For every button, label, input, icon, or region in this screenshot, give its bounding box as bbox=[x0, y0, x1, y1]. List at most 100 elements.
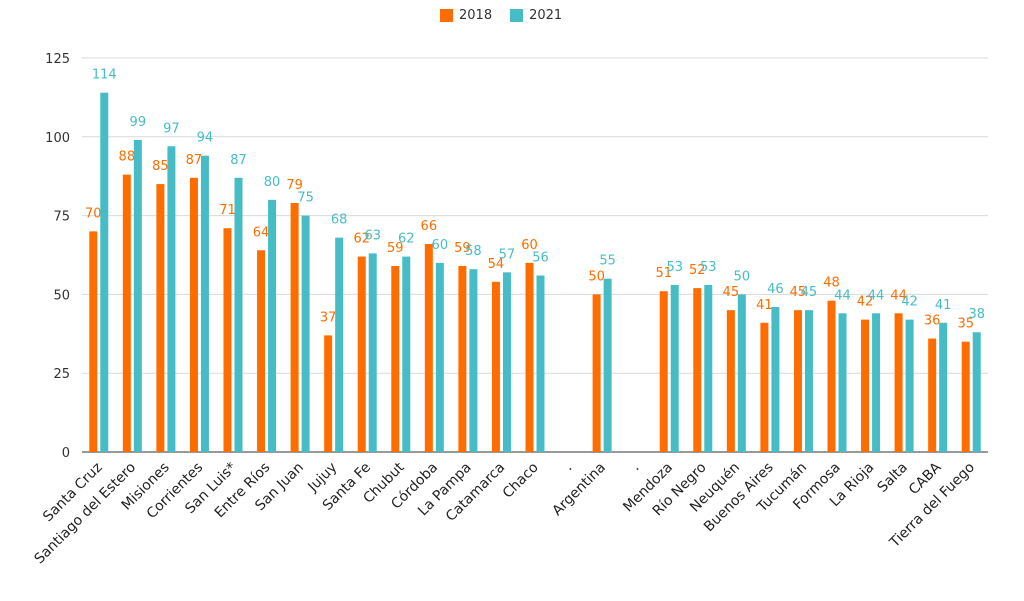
bar-2018 bbox=[223, 228, 232, 452]
data-label-2018: 48 bbox=[823, 276, 840, 291]
legend-label-2018: 2018 bbox=[459, 8, 493, 23]
bar-2018 bbox=[257, 250, 266, 452]
data-label-2018: 36 bbox=[924, 314, 941, 329]
data-label-2021: 114 bbox=[92, 68, 117, 83]
y-tick-label: 0 bbox=[62, 446, 70, 461]
bar-2018 bbox=[961, 341, 970, 452]
data-label-2021: 53 bbox=[666, 260, 683, 275]
bar-2021 bbox=[402, 256, 411, 452]
legend-item-2018: 2018 bbox=[440, 8, 492, 23]
bar-2018 bbox=[424, 243, 433, 452]
data-label-2021: 80 bbox=[264, 175, 281, 190]
legend: 2018 2021 bbox=[440, 8, 562, 23]
bar-2021 bbox=[972, 332, 981, 452]
data-label-2018: 85 bbox=[152, 159, 169, 174]
bar-2021 bbox=[603, 278, 612, 452]
bar-2021 bbox=[737, 294, 746, 452]
bar-2018 bbox=[491, 281, 500, 452]
data-label-2018: 35 bbox=[957, 317, 974, 332]
data-label-2021: 53 bbox=[700, 260, 717, 275]
bar-2018 bbox=[458, 266, 467, 452]
bar-2018 bbox=[156, 184, 165, 452]
data-label-2021: 87 bbox=[230, 153, 247, 168]
x-tick-label: Chaco bbox=[500, 460, 542, 502]
data-label-2021: 44 bbox=[868, 288, 885, 303]
bar-2018 bbox=[290, 202, 299, 452]
bar-2018 bbox=[827, 300, 836, 452]
data-label-2018: 37 bbox=[320, 310, 337, 325]
data-label-2021: 41 bbox=[935, 298, 952, 313]
bar-2018 bbox=[189, 177, 198, 452]
bar-2021 bbox=[234, 177, 243, 452]
data-label-2021: 60 bbox=[432, 238, 449, 253]
data-label-2018: 70 bbox=[85, 206, 102, 221]
data-label-2018: 45 bbox=[790, 285, 807, 300]
bar-2021 bbox=[670, 284, 679, 452]
bar-2021 bbox=[200, 155, 209, 452]
bar-2018 bbox=[793, 310, 802, 452]
data-label-2021: 94 bbox=[197, 131, 214, 146]
data-label-2018: 54 bbox=[488, 257, 505, 272]
data-label-2018: 42 bbox=[857, 295, 874, 310]
bar-2021 bbox=[167, 146, 176, 453]
data-label-2021: 56 bbox=[532, 250, 549, 265]
data-label-2018: 50 bbox=[588, 269, 605, 284]
data-label-2018: 88 bbox=[119, 150, 136, 165]
bar-2018 bbox=[122, 174, 131, 452]
data-label-2018: 60 bbox=[521, 238, 538, 253]
y-tick-label: 25 bbox=[53, 367, 70, 382]
bar-2021 bbox=[435, 262, 444, 452]
bar-2021 bbox=[905, 319, 914, 452]
data-label-2021: 99 bbox=[130, 115, 147, 130]
data-label-2018: 59 bbox=[454, 241, 471, 256]
data-label-2018: 87 bbox=[186, 153, 203, 168]
data-label-2021: 57 bbox=[499, 247, 516, 262]
bar-2018 bbox=[391, 266, 400, 452]
data-label-2018: 64 bbox=[253, 225, 270, 240]
data-label-2021: 58 bbox=[465, 244, 482, 259]
data-label-2018: 79 bbox=[286, 178, 303, 193]
data-label-2021: 44 bbox=[834, 288, 851, 303]
data-label-2021: 45 bbox=[801, 285, 818, 300]
legend-swatch-2018 bbox=[440, 9, 453, 22]
bar-2018 bbox=[357, 256, 366, 452]
y-tick-label: 100 bbox=[45, 131, 70, 146]
bar-2018 bbox=[928, 338, 937, 452]
bar-2018 bbox=[324, 335, 333, 452]
data-label-2018: 62 bbox=[353, 232, 370, 247]
bar-2021 bbox=[502, 272, 511, 452]
data-label-2018: 71 bbox=[219, 203, 236, 218]
bar-2018 bbox=[726, 310, 735, 452]
bar-2021 bbox=[335, 237, 344, 452]
data-label-2021: 42 bbox=[901, 295, 918, 310]
bar-2018 bbox=[592, 294, 601, 452]
bar-2021 bbox=[100, 92, 109, 452]
legend-item-2021: 2021 bbox=[510, 8, 562, 23]
data-label-2021: 46 bbox=[767, 282, 784, 297]
bar-2021 bbox=[872, 313, 881, 452]
data-label-2018: 52 bbox=[689, 263, 706, 278]
x-tick-label: . bbox=[561, 460, 575, 474]
data-label-2021: 38 bbox=[968, 307, 985, 322]
bar-2021 bbox=[771, 307, 780, 452]
data-label-2018: 59 bbox=[387, 241, 404, 256]
bar-2018 bbox=[894, 313, 903, 452]
bar-2021 bbox=[469, 269, 478, 452]
bar-2018 bbox=[659, 291, 668, 452]
data-label-2018: 51 bbox=[655, 266, 672, 281]
data-label-2021: 55 bbox=[599, 254, 616, 269]
data-label-2018: 45 bbox=[723, 285, 740, 300]
y-tick-label: 50 bbox=[53, 288, 70, 303]
x-tick-label: Argentina bbox=[549, 460, 609, 520]
bar-2021 bbox=[133, 139, 142, 452]
data-label-2021: 68 bbox=[331, 213, 348, 228]
bar-2021 bbox=[301, 215, 310, 452]
data-label-2018: 66 bbox=[421, 219, 438, 234]
bar-2021 bbox=[368, 253, 377, 452]
bar-2018 bbox=[861, 319, 870, 452]
data-label-2018: 41 bbox=[756, 298, 773, 313]
legend-label-2021: 2021 bbox=[529, 8, 563, 23]
data-label-2021: 62 bbox=[398, 232, 415, 247]
x-tick-label: . bbox=[628, 460, 642, 474]
